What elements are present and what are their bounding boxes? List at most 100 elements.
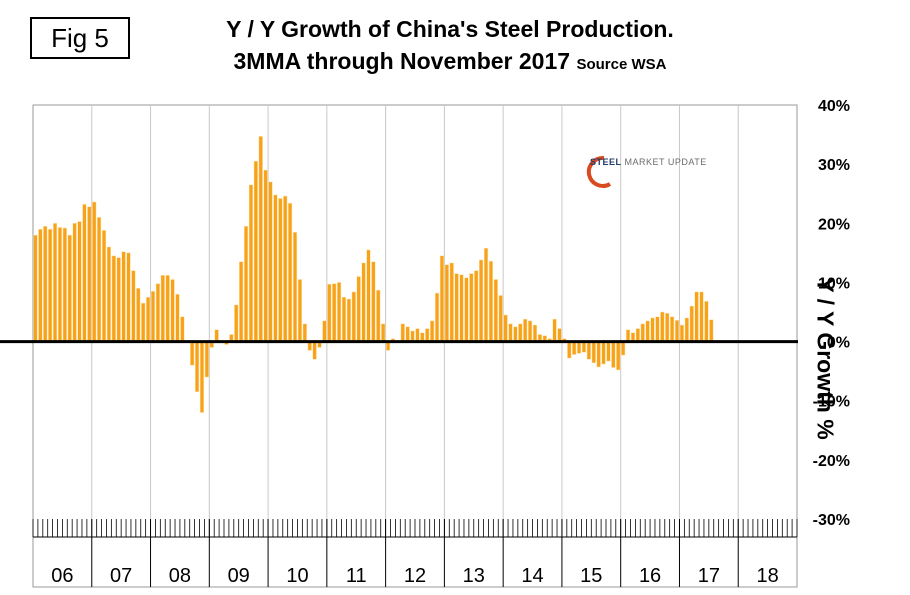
bar [709,319,714,342]
bar [640,323,645,342]
bar [439,255,445,342]
bar [97,217,102,342]
bar [567,341,572,359]
bar [694,291,699,342]
bar [33,234,38,342]
bar [503,314,508,342]
bar [160,275,165,342]
bar [650,317,655,342]
bar [297,279,303,342]
bar [444,264,449,342]
bar [92,201,97,342]
bar [136,288,141,342]
bar [126,252,131,342]
bar [87,206,92,342]
bar [341,296,347,342]
bar [508,323,513,342]
bar [194,341,200,393]
bar [493,279,498,342]
bar [62,227,67,342]
bar [601,341,606,365]
y-tick-label: -10% [813,394,850,411]
bar [464,277,469,342]
bar [430,320,435,342]
bar [204,341,209,378]
source-note: Source WSA [576,56,667,73]
bar [434,292,440,342]
bar [400,323,405,342]
bar [376,289,381,342]
bar [48,228,53,342]
y-tick-label: 30% [818,157,850,174]
bar [292,231,298,342]
steel-market-update-logo [582,150,712,190]
y-tick-label: 40% [818,98,850,115]
bar [366,249,371,342]
bar [150,291,156,342]
bar [479,259,484,342]
bar [645,320,650,342]
chart-subtitle-text: 3MMA through November 2017 [233,48,571,74]
bar [214,329,219,342]
bar [82,204,87,342]
bar [591,341,596,364]
bar [498,295,503,342]
bar [190,341,195,366]
bar [116,257,121,342]
bar [327,283,332,342]
bar [488,260,494,342]
x-year-label: 15 [580,565,602,587]
bar [253,160,258,342]
bar [625,329,631,342]
bar [175,294,180,342]
bar [351,291,356,342]
x-year-label: 16 [639,565,661,587]
bar [77,221,82,342]
bar [52,223,58,342]
y-tick-label: 20% [818,216,850,233]
logo-word-market-update: MARKET UPDATE [624,157,707,167]
x-year-label: 10 [286,565,308,587]
bar [38,228,43,342]
bar [258,136,263,342]
bar [302,323,307,342]
bar [689,305,694,342]
bar [322,320,327,342]
bar [180,316,185,342]
bar [616,341,621,371]
figure-label: Fig 5 [30,17,130,59]
bar [523,318,528,342]
logo-word-steel: STEEL [590,157,622,167]
bar [405,326,410,342]
bar [283,195,288,342]
y-tick-label: 0% [827,335,850,352]
bar [415,328,420,342]
bar [527,320,533,342]
bar [199,341,205,413]
bar [101,230,107,342]
bar [288,202,293,342]
bar [243,225,249,342]
bar [513,326,518,342]
bar [131,270,136,342]
bar [674,320,680,342]
x-year-label: 08 [169,565,191,587]
bar [469,273,474,342]
bar [361,262,366,342]
bar [576,341,582,354]
bar [263,169,268,342]
bar [552,318,557,342]
x-year-label: 11 [346,565,367,587]
bar [572,341,577,355]
x-year-label: 09 [228,565,250,587]
bar [483,247,489,342]
bar [606,341,611,362]
bar [381,323,386,342]
bar [474,270,479,342]
bar [165,275,170,342]
bar [72,223,77,342]
x-year-label: 17 [698,565,720,587]
bar [356,276,361,342]
bar [699,291,704,342]
bar [532,324,538,342]
